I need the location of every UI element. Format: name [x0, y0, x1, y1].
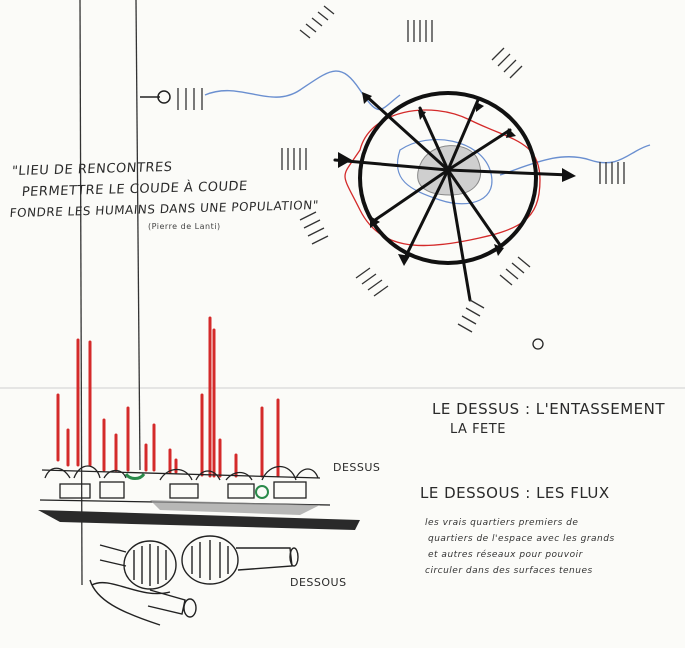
- dessus-tag: DESSUS: [333, 461, 381, 474]
- hatch-clusters: [177, 5, 625, 333]
- left-connector-node: [157, 90, 171, 104]
- dessous-tag: DESSOUS: [290, 576, 347, 589]
- arrowhead: [494, 244, 504, 256]
- blue-flow-loop: [396, 139, 493, 205]
- spoke: [333, 158, 450, 172]
- dessous-note-line-1: les vrais quartiers premiers de: [425, 518, 579, 528]
- spoke-arrowheads: [338, 92, 576, 266]
- spoke: [446, 168, 472, 302]
- ground-slab-hatch: [150, 500, 320, 515]
- arrowhead: [562, 168, 576, 182]
- city-section-sketch: [38, 316, 360, 626]
- dessous-note-line-2: quartiers de l'espace avec les grands: [428, 534, 615, 544]
- spoke: [363, 93, 450, 172]
- spoke: [446, 98, 480, 172]
- green-ring-marker: [255, 485, 269, 499]
- arrowhead: [476, 102, 484, 112]
- quote-source: (Pierre de Lanti): [148, 222, 221, 231]
- arrowhead: [506, 128, 516, 138]
- dessus-heading: le DESSUS : l'ENTASSEMENT: [432, 400, 665, 418]
- spoke: [403, 168, 450, 260]
- arrowhead: [338, 152, 352, 168]
- ground-slab: [38, 510, 360, 530]
- dessus-subheading: la FETE: [450, 422, 506, 437]
- red-verticals: [56, 316, 280, 478]
- dessous-note-line-3: et autres réseaux pour pouvoir: [428, 550, 583, 560]
- green-marker: [124, 473, 146, 480]
- spoke: [446, 168, 502, 247]
- spoke: [418, 106, 450, 172]
- arrowhead: [370, 216, 380, 228]
- hub-spokes: [333, 93, 572, 302]
- spoke: [446, 168, 572, 177]
- vertical-guide-left: [79, 0, 83, 586]
- vertical-guide-right: [135, 0, 141, 471]
- hub-circle: [358, 91, 538, 265]
- arrowhead: [398, 254, 410, 266]
- arrowhead: [362, 92, 372, 104]
- dessous-note-line-4: circuler dans des surfaces tenues: [425, 566, 593, 576]
- building-outlines: [39, 465, 331, 506]
- blue-flow-line-left: [204, 70, 401, 111]
- underground-tubes: [89, 535, 299, 626]
- hub-endpoint-node: [532, 338, 544, 350]
- red-flow-ring: [344, 109, 541, 247]
- dessous-heading-text: le DESSOUS : les FLUX: [420, 484, 610, 502]
- dessus-heading-text: le DESSUS : l'ENTASSEMENT: [432, 400, 666, 418]
- spoke: [446, 128, 512, 172]
- dessous-heading: le DESSOUS : les FLUX: [420, 484, 610, 502]
- arrowhead: [418, 110, 426, 120]
- spoke: [373, 168, 450, 222]
- radial-hub-diagram: [177, 5, 625, 350]
- blue-flow-line-right: [499, 144, 651, 176]
